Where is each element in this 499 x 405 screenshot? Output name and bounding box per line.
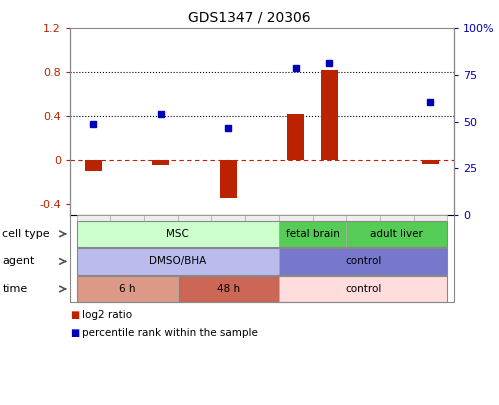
Text: adult liver: adult liver	[370, 229, 423, 239]
Bar	[321, 70, 338, 160]
Bar	[287, 114, 304, 160]
Text: time: time	[2, 284, 28, 294]
Bar	[422, 160, 439, 164]
Text: DMSO/BHA: DMSO/BHA	[149, 256, 207, 266]
Text: control: control	[345, 256, 381, 266]
Text: log2 ratio: log2 ratio	[82, 310, 132, 320]
Text: agent: agent	[2, 256, 35, 266]
Text: 6 h: 6 h	[119, 284, 135, 294]
Text: 48 h: 48 h	[217, 284, 240, 294]
Bar	[152, 160, 169, 165]
Text: fetal brain: fetal brain	[285, 229, 339, 239]
Text: control: control	[345, 284, 381, 294]
Text: ■: ■	[70, 310, 79, 320]
Text: MSC: MSC	[166, 229, 189, 239]
Bar	[85, 160, 102, 171]
Text: cell type: cell type	[2, 229, 50, 239]
Bar	[220, 160, 237, 198]
Text: GDS1347 / 20306: GDS1347 / 20306	[188, 10, 311, 24]
Text: percentile rank within the sample: percentile rank within the sample	[82, 328, 258, 339]
Text: ■: ■	[70, 328, 79, 339]
